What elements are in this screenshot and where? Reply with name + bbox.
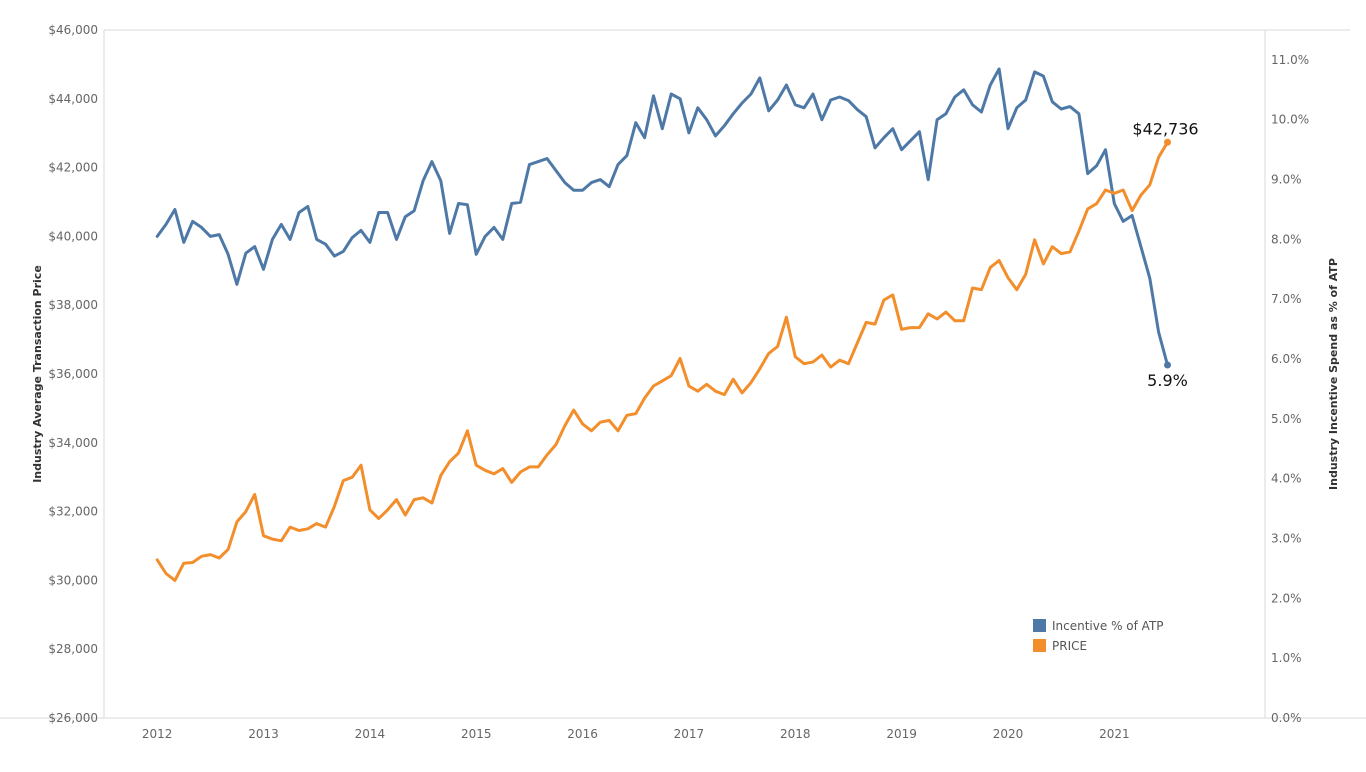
legend-label-incentive: Incentive % of ATP <box>1052 619 1164 633</box>
legend-swatch-incentive <box>1033 619 1046 632</box>
right-y-tick-label: 9.0% <box>1271 173 1302 187</box>
incentive-end-label: 5.9% <box>1147 371 1188 390</box>
right-axis-title: Industry Incentive Spend as % of ATP <box>1327 258 1340 490</box>
left-y-tick-label: $40,000 <box>48 229 98 243</box>
right-y-tick-label: 5.0% <box>1271 412 1302 426</box>
right-y-tick-label: 2.0% <box>1271 591 1302 605</box>
left-y-tick-label: $42,000 <box>48 161 98 175</box>
x-tick-label: 2016 <box>567 727 598 741</box>
right-y-tick-label: 0.0% <box>1271 711 1302 725</box>
right-y-tick-label: 6.0% <box>1271 352 1302 366</box>
incentive-end-point <box>1164 361 1172 369</box>
axes <box>0 29 1366 719</box>
right-y-tick-label: 10.0% <box>1271 113 1309 127</box>
left-axis-title: Industry Average Transaction Price <box>31 265 44 483</box>
left-y-tick-label: $30,000 <box>48 573 98 587</box>
x-tick-label: 2018 <box>780 727 811 741</box>
right-y-tick-labels: 0.0% 1.0% 2.0% 3.0% 4.0% 5.0% 6.0% 7.0% 8.0% 9.0%… <box>1271 53 1309 725</box>
price-end-label: $42,736 <box>1132 119 1198 138</box>
x-tick-label: 2021 <box>1099 727 1130 741</box>
legend-swatch-price <box>1033 639 1046 652</box>
x-tick-label: 2014 <box>355 727 386 741</box>
left-y-tick-label: $26,000 <box>48 711 98 725</box>
price-end-point <box>1164 138 1172 146</box>
legend: Incentive % of ATP PRICE <box>1033 619 1164 653</box>
price-series-line <box>155 140 1169 582</box>
left-y-tick-label: $32,000 <box>48 505 98 519</box>
right-y-tick-label: 7.0% <box>1271 292 1302 306</box>
x-tick-label: 2019 <box>886 727 917 741</box>
incentive-series-line <box>155 67 1169 367</box>
x-tick-label: 2012 <box>142 727 173 741</box>
left-y-tick-labels: $26,000 $28,000 $30,000 $32,000 $34,000 $36,0… <box>48 23 98 725</box>
right-y-tick-label: 8.0% <box>1271 232 1302 246</box>
legend-label-price: PRICE <box>1052 639 1087 653</box>
right-y-tick-label: 1.0% <box>1271 651 1302 665</box>
left-y-tick-label: $36,000 <box>48 367 98 381</box>
x-tick-label: 2015 <box>461 727 492 741</box>
series-layer: 5.9% $42,736 <box>155 67 1199 582</box>
x-tick-label: 2017 <box>674 727 705 741</box>
left-y-tick-label: $44,000 <box>48 92 98 106</box>
left-y-tick-label: $46,000 <box>48 23 98 37</box>
x-tick-label: 2020 <box>993 727 1024 741</box>
right-y-tick-label: 11.0% <box>1271 53 1309 67</box>
right-y-tick-label: 3.0% <box>1271 532 1302 546</box>
x-tick-labels: 2012 2013 2014 2015 2016 2017 2018 2019 2020 2021 <box>142 727 1130 741</box>
right-y-tick-label: 4.0% <box>1271 472 1302 486</box>
left-y-tick-label: $34,000 <box>48 436 98 450</box>
x-tick-label: 2013 <box>248 727 279 741</box>
left-y-tick-label: $28,000 <box>48 642 98 656</box>
left-y-tick-label: $38,000 <box>48 298 98 312</box>
